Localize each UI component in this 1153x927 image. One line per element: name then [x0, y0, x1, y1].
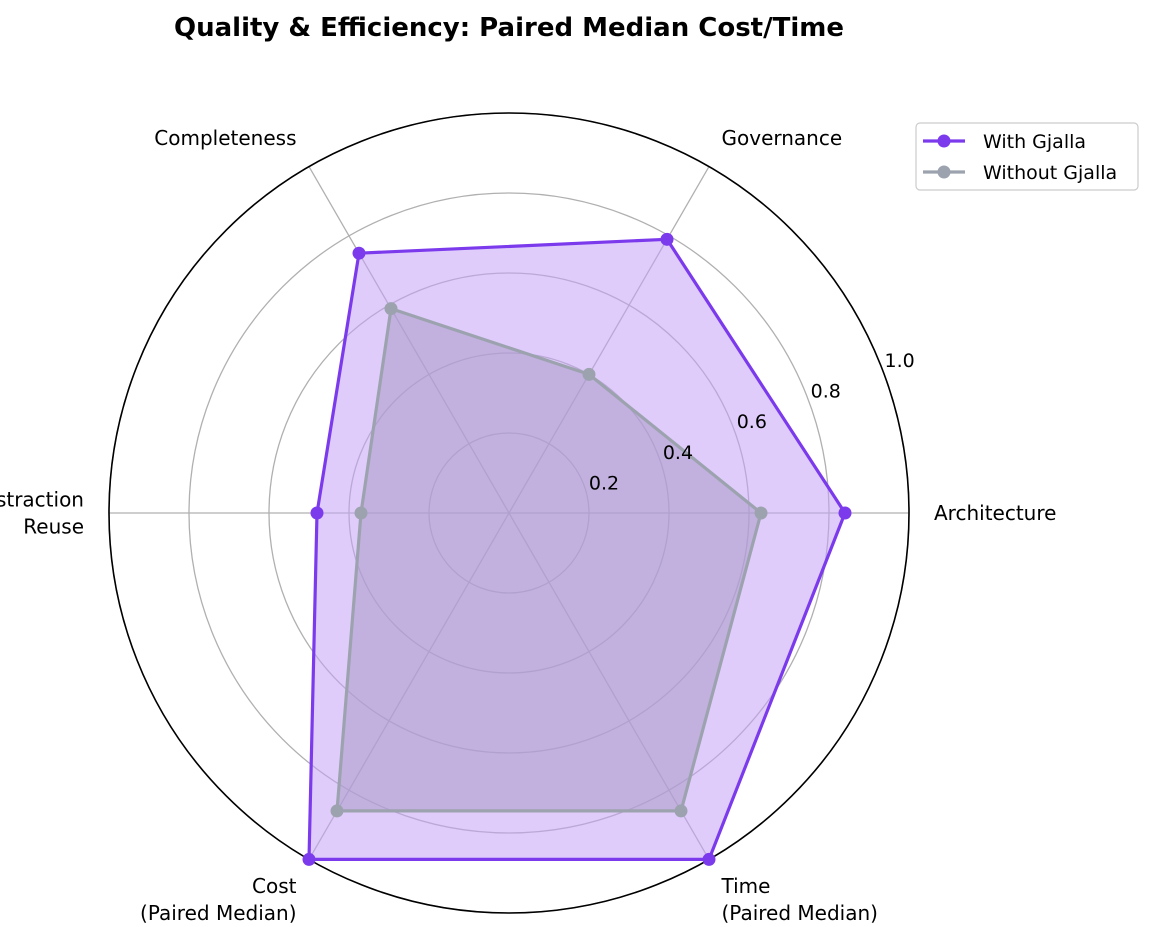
axis-label-line: Governance	[722, 126, 843, 150]
data-point	[674, 804, 688, 818]
data-point	[384, 302, 398, 316]
axis-label: Abstraction Reuse	[0, 488, 84, 539]
data-point	[310, 506, 324, 520]
r-tick-label: 0.8	[811, 381, 841, 403]
r-tick-label: 0.4	[663, 442, 693, 464]
data-point	[352, 246, 366, 260]
legend-swatch-marker	[937, 165, 951, 179]
axis-label-line: (Paired Median)	[140, 901, 296, 925]
legend-label: With Gjalla	[983, 131, 1086, 153]
legend-label: Without Gjalla	[983, 162, 1117, 184]
axis-label: Architecture	[934, 501, 1056, 525]
axis-label: Cost (Paired Median)	[140, 874, 297, 925]
data-point	[702, 852, 716, 866]
axis-label-line: Architecture	[934, 501, 1056, 525]
legend-swatch-marker	[937, 134, 951, 148]
r-tick-label: 0.2	[589, 472, 619, 494]
data-point	[660, 232, 674, 246]
axis-labels: Architecture Governance Completeness Abstra…	[0, 126, 1056, 925]
axis-label-line: (Paired Median)	[722, 901, 878, 925]
axis-label-line: Time	[721, 874, 771, 898]
axis-label: Time (Paired Median)	[721, 874, 878, 925]
outer-frame	[108, 112, 910, 914]
chart-title: Quality & Efficiency: Paired Median Cost…	[174, 13, 844, 43]
legend: With Gjalla Without Gjalla	[915, 122, 1139, 191]
axis-label-line: Cost	[252, 874, 297, 898]
data-point	[330, 804, 344, 818]
legend-frame	[915, 122, 1139, 191]
series-area-1	[337, 308, 761, 811]
data-point	[354, 506, 368, 520]
data-point	[754, 506, 768, 520]
r-tick-label: 1.0	[885, 350, 915, 372]
data-point	[302, 852, 316, 866]
data-point	[838, 506, 852, 520]
radial-tick-labels: 0.2 0.4 0.6 0.8 1.0	[589, 350, 915, 494]
axis-label-line: Completeness	[154, 126, 296, 150]
radar-series	[302, 232, 852, 866]
axis-label: Completeness	[154, 126, 296, 150]
data-point	[582, 367, 596, 381]
axis-label-line: Reuse	[23, 515, 84, 539]
axis-label-line: Abstraction	[0, 488, 84, 512]
r-tick-label: 0.6	[737, 411, 767, 433]
axis-label: Governance	[722, 126, 843, 150]
